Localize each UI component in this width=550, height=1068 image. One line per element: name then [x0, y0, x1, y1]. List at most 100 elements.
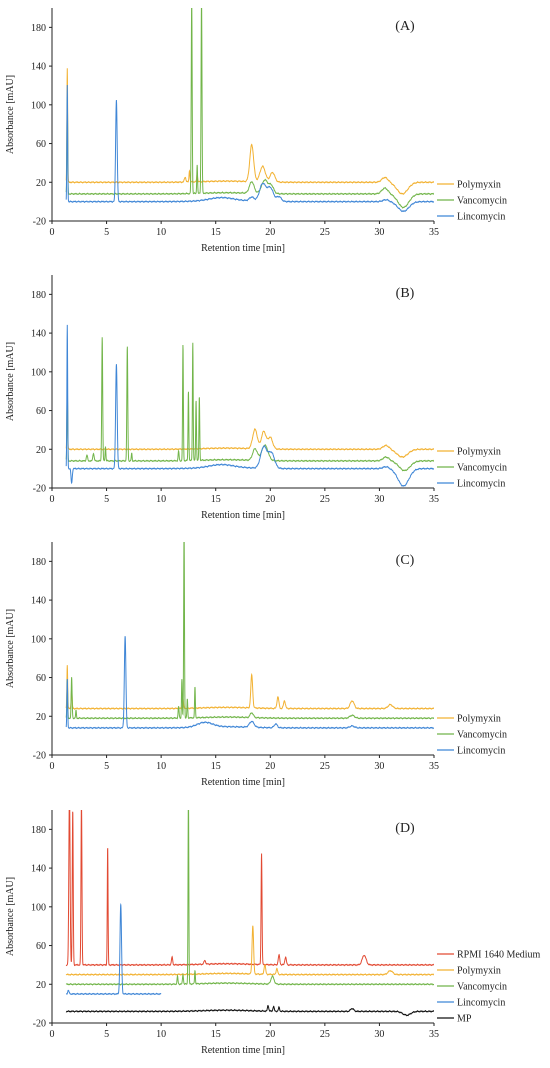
x-tick-label: 30 [374, 494, 384, 505]
y-tick-label: -20 [33, 217, 46, 228]
x-tick-label: 10 [156, 761, 166, 772]
y-tick-label: 20 [36, 178, 46, 189]
x-tick-label: 0 [50, 227, 55, 238]
x-tick-label: 20 [265, 1029, 275, 1040]
legend-entry: MP [457, 1014, 472, 1025]
y-tick-label: -20 [33, 751, 46, 762]
x-tick-label: 25 [320, 761, 330, 772]
x-tick-label: 0 [50, 1029, 55, 1040]
y-tick-label: 100 [31, 100, 46, 111]
x-tick-label: 30 [374, 227, 384, 238]
x-tick-label: 20 [265, 227, 275, 238]
x-tick-label: 15 [211, 1029, 221, 1040]
legend-entry: Lincomycin [457, 479, 505, 490]
y-tick-label: 140 [31, 596, 46, 607]
x-tick-label: 25 [320, 227, 330, 238]
x-axis-label: Retention time [min] [201, 777, 285, 788]
legend-entry: Lincomycin [457, 746, 505, 757]
series-line [65, 68, 434, 195]
x-tick-label: 10 [156, 494, 166, 505]
x-tick-label: 25 [320, 494, 330, 505]
y-tick-label: 60 [36, 673, 46, 684]
series-line [65, 636, 434, 730]
panel-letter: (B) [396, 286, 415, 301]
series-line [65, 665, 434, 710]
y-tick-label: 180 [31, 557, 46, 568]
x-tick-label: 0 [50, 494, 55, 505]
series-line [65, 84, 434, 213]
y-tick-label: 100 [31, 634, 46, 645]
series-line [65, 810, 434, 986]
chart-panel: 0 5 10 15 20 25 30 35 -20 20 60 100 140 180 Retention … [5, 810, 541, 1056]
y-axis-label: Absorbance [mAU] [5, 75, 16, 154]
x-tick-label: 5 [104, 761, 109, 772]
series-line [65, 391, 434, 458]
x-tick-label: 35 [429, 227, 439, 238]
x-tick-label: 20 [265, 494, 275, 505]
y-tick-label: -20 [33, 1019, 46, 1030]
legend-entry: Polymyxin [457, 447, 501, 458]
y-tick-label: 140 [31, 864, 46, 875]
y-tick-label: 180 [31, 825, 46, 836]
legend-entry: Polymyxin [457, 180, 501, 191]
x-tick-label: 15 [211, 494, 221, 505]
x-tick-label: 15 [211, 761, 221, 772]
chart-panel: 0 5 10 15 20 25 30 35 -20 20 60 100 140 180 Retention … [5, 8, 507, 254]
x-axis-label: Retention time [min] [201, 243, 285, 254]
y-tick-label: 100 [31, 367, 46, 378]
y-tick-label: 20 [36, 980, 46, 991]
series-line [65, 925, 434, 977]
x-axis-label: Retention time [min] [201, 510, 285, 521]
x-tick-label: 35 [429, 1029, 439, 1040]
y-tick-label: 20 [36, 712, 46, 723]
y-tick-label: 180 [31, 23, 46, 34]
y-tick-label: 60 [36, 139, 46, 150]
legend-entry: Polymyxin [457, 966, 501, 977]
panel-letter: (C) [396, 553, 415, 568]
x-tick-label: 10 [156, 227, 166, 238]
x-tick-label: 10 [156, 1029, 166, 1040]
x-tick-label: 15 [211, 227, 221, 238]
y-tick-label: 100 [31, 902, 46, 913]
series-line [65, 8, 434, 209]
y-axis-label: Absorbance [mAU] [5, 342, 16, 421]
x-tick-label: 35 [429, 761, 439, 772]
y-tick-label: 60 [36, 406, 46, 417]
x-tick-label: 30 [374, 761, 384, 772]
y-tick-label: 60 [36, 941, 46, 952]
legend-entry: Vancomycin [457, 463, 507, 474]
series-line [65, 1004, 434, 1017]
panel-letter: (A) [395, 19, 415, 34]
y-tick-label: 20 [36, 445, 46, 456]
x-tick-label: 35 [429, 494, 439, 505]
legend-entry: Vancomycin [457, 730, 507, 741]
y-axis-label: Absorbance [mAU] [5, 609, 16, 688]
panel-letter: (D) [395, 821, 415, 836]
legend-entry: Vancomycin [457, 982, 507, 993]
x-axis-label: Retention time [min] [201, 1045, 285, 1056]
x-tick-label: 30 [374, 1029, 384, 1040]
series-line [65, 902, 162, 996]
chart-panel: 0 5 10 15 20 25 30 35 -20 20 60 100 140 180 Retention … [5, 542, 507, 788]
legend-entry: Lincomycin [457, 212, 505, 223]
x-tick-label: 25 [320, 1029, 330, 1040]
legend-entry: Vancomycin [457, 196, 507, 207]
y-tick-label: 180 [31, 290, 46, 301]
series-line [65, 810, 434, 967]
legend-entry: RPMI 1640 Medium [457, 950, 541, 961]
legend-entry: Polymyxin [457, 714, 501, 725]
legend-entry: Lincomycin [457, 998, 505, 1009]
x-tick-label: 20 [265, 761, 275, 772]
y-tick-label: -20 [33, 484, 46, 495]
x-tick-label: 5 [104, 1029, 109, 1040]
series-line [65, 337, 434, 472]
series-line [65, 542, 434, 720]
y-axis-label: Absorbance [mAU] [5, 877, 16, 956]
y-tick-label: 140 [31, 62, 46, 73]
series-line [65, 324, 434, 487]
chart-panel: 0 5 10 15 20 25 30 35 -20 20 60 100 140 180 Retention … [5, 275, 507, 521]
x-tick-label: 0 [50, 761, 55, 772]
x-tick-label: 5 [104, 227, 109, 238]
y-tick-label: 140 [31, 329, 46, 340]
